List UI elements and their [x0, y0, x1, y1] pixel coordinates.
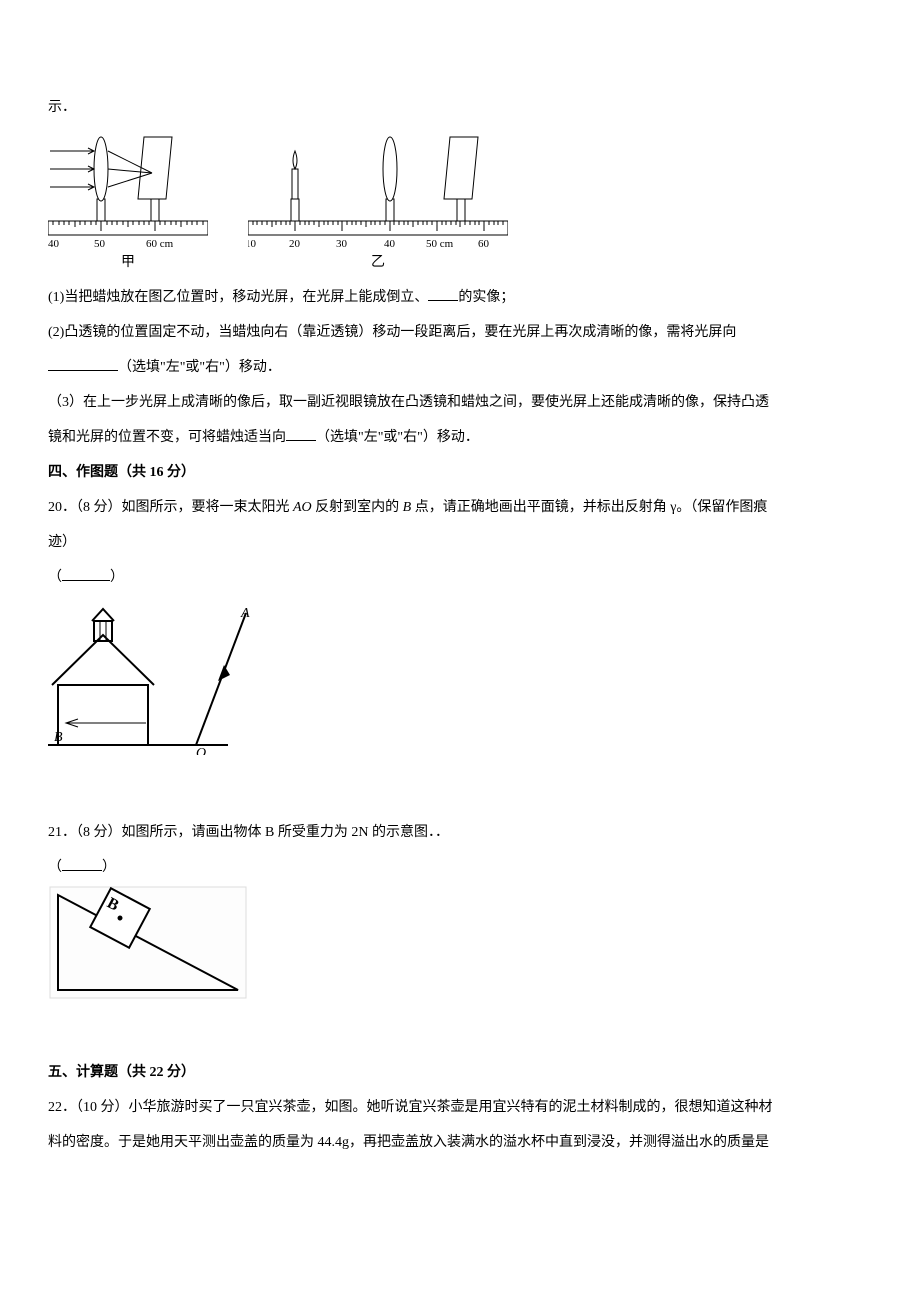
frag-text: 示． — [48, 90, 872, 125]
figure-yi-svg: 10 20 30 40 50 cm 60 — [248, 133, 508, 253]
q1-line: (1)当把蜡烛放在图乙位置时，移动光屏，在光屏上能成倒立、 的实像； — [48, 280, 872, 315]
q1-text: (1)当把蜡烛放在图乙位置时，移动光屏，在光屏上能成倒立、 — [48, 290, 428, 305]
q2b-text: （选填"左"或"右"）移动． — [118, 360, 281, 375]
q2-line1: (2)凸透镜的位置固定不动，当蜡烛向右（靠近透镜）移动一段距离后，要在光屏上再次… — [48, 315, 872, 350]
label-B: B — [54, 730, 63, 745]
q20c: 点，请正确地画出平面镜，并标出反射角 γ。（保留作图痕 — [411, 500, 767, 515]
blank-q2[interactable] — [48, 356, 118, 371]
figure-q20: B O A — [48, 595, 872, 755]
q20a: 20．（8 分）如图所示，要将一束太阳光 — [48, 500, 293, 515]
section-4-heading: 四、作图题（共 16 分） — [48, 455, 872, 490]
yi-tick-30: 30 — [336, 238, 348, 250]
blank-q20[interactable] — [62, 566, 110, 581]
q21-text: 21．（8 分）如图所示，请画出物体 B 所受重力为 2N 的示意图．． — [48, 815, 872, 850]
figure-jia: {"see":"page-data"} 40 50 60 cm — [48, 133, 208, 272]
q3b-text: 镜和光屏的位置不变，可将蜡烛适当向 — [48, 430, 286, 445]
yi-tick-60: 60 — [478, 238, 490, 250]
figure-jia-svg: {"see":"page-data"} 40 50 60 cm — [48, 133, 208, 253]
label-jia: 甲 — [121, 255, 135, 272]
q3-line1: （3）在上一步光屏上成清晰的像后，取一副近视眼镜放在凸透镜和蜡烛之间，要使光屏上… — [48, 385, 872, 420]
figure-q21: B — [48, 885, 872, 1000]
section-5-heading: 五、计算题（共 22 分） — [48, 1055, 872, 1090]
q21-paren: （） — [48, 850, 872, 885]
figure-yi: 10 20 30 40 50 cm 60 乙 — [248, 133, 508, 272]
q22-line2: 料的密度。于是她用天平测出壶盖的质量为 44.4g，再把壶盖放入装满水的溢水杯中… — [48, 1125, 872, 1160]
paren-open-21: （ — [48, 860, 62, 875]
yi-tick-10: 10 — [248, 238, 257, 250]
yi-tick-40: 40 — [384, 238, 396, 250]
jia-tick-50: 50 — [94, 238, 106, 250]
jia-tick-60: 60 cm — [146, 238, 174, 250]
yi-tick-50: 50 cm — [426, 238, 454, 250]
q20-line1: 20．（8 分）如图所示，要将一束太阳光 AO 反射到室内的 B 点，请正确地画… — [48, 490, 872, 525]
q2-line2: （选填"左"或"右"）移动． — [48, 350, 872, 385]
spacer-q20 — [48, 755, 872, 815]
q20-B: B — [403, 500, 412, 515]
q20b: 反射到室内的 — [312, 500, 403, 515]
figure-optics-row: {"see":"page-data"} 40 50 60 cm — [48, 133, 872, 272]
paren-close-21: ） — [102, 860, 116, 875]
blank-q21[interactable] — [62, 856, 102, 871]
blank-q3[interactable] — [286, 426, 316, 441]
figure-q20-svg: B O A — [48, 595, 258, 755]
label-A: A — [240, 606, 250, 621]
jia-tick-40: 40 — [48, 238, 60, 250]
blank-q1[interactable] — [428, 286, 458, 301]
label-O: O — [196, 746, 206, 755]
figure-q21-svg: B — [48, 885, 248, 1000]
q1-tail: 的实像； — [458, 290, 514, 305]
q22-line1: 22．（10 分）小华旅游时买了一只宜兴茶壶，如图。她听说宜兴茶壶是用宜兴特有的… — [48, 1090, 872, 1125]
paren-open-20: （ — [48, 570, 62, 585]
q20-AO: AO — [293, 500, 312, 515]
label-yi: 乙 — [371, 255, 385, 272]
q3-line2: 镜和光屏的位置不变，可将蜡烛适当向 （选填"左"或"右"）移动． — [48, 420, 872, 455]
q20-line2: 迹） — [48, 525, 872, 560]
q3c-text: （选填"左"或"右"）移动． — [316, 430, 479, 445]
yi-tick-20: 20 — [289, 238, 301, 250]
paren-close-20: ） — [110, 570, 124, 585]
q20-paren: （） — [48, 560, 872, 595]
spacer-q21 — [48, 1000, 872, 1055]
